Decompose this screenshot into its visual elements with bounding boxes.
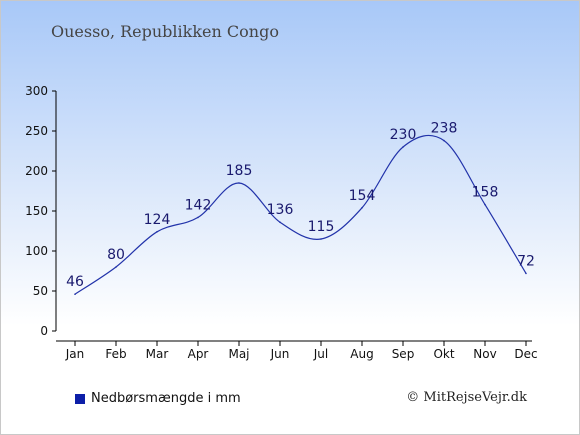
data-point xyxy=(238,182,240,184)
x-tick-label: Nov xyxy=(473,347,496,361)
data-label: 80 xyxy=(107,247,125,263)
legend: Nedbørsmængde i mm xyxy=(75,391,241,406)
data-label: 230 xyxy=(390,127,417,143)
x-tick-label: Jul xyxy=(313,347,328,361)
y-tick-label: 0 xyxy=(40,324,48,338)
data-label: 185 xyxy=(226,163,253,179)
chart-title: Ouesso, Republikken Congo xyxy=(51,22,279,41)
x-tick-label: Aug xyxy=(350,347,373,361)
x-tick-label: Mar xyxy=(146,347,169,361)
data-point xyxy=(484,203,486,206)
data-label: 46 xyxy=(66,274,84,290)
data-point xyxy=(279,221,281,223)
y-tick-label: 100 xyxy=(25,244,48,258)
data-point xyxy=(443,139,445,142)
y-tick-label: 50 xyxy=(33,284,48,298)
data-point xyxy=(320,238,322,240)
data-point xyxy=(361,207,363,209)
x-tick-label: Okt xyxy=(433,347,454,361)
data-point xyxy=(197,216,199,219)
credit-text: © MitRejseVejr.dk xyxy=(406,390,527,405)
x-tick-label: Feb xyxy=(105,347,126,361)
data-label: 115 xyxy=(308,219,335,235)
x-tick-label: Jan xyxy=(65,347,85,361)
legend-label: Nedbørsmængde i mm xyxy=(91,391,241,406)
data-label: 142 xyxy=(185,197,212,213)
data-label: 124 xyxy=(144,212,171,228)
x-tick-label: Dec xyxy=(514,347,537,361)
x-tick-label: Jun xyxy=(270,347,290,361)
data-point xyxy=(402,146,404,148)
data-label: 136 xyxy=(267,202,294,218)
y-tick-label: 200 xyxy=(25,164,48,178)
data-label: 154 xyxy=(349,188,376,204)
data-label: 158 xyxy=(472,185,499,201)
data-label: 72 xyxy=(517,253,535,269)
x-tick-label: Apr xyxy=(188,347,209,361)
data-point xyxy=(115,266,117,268)
y-tick-label: 250 xyxy=(25,124,48,138)
y-tick-label: 150 xyxy=(25,204,48,218)
legend-swatch xyxy=(75,393,85,404)
series-line xyxy=(74,134,527,295)
data-point xyxy=(156,231,158,233)
data-point xyxy=(525,272,527,275)
data-label: 238 xyxy=(431,121,458,137)
data-point xyxy=(74,293,76,296)
y-tick-label: 300 xyxy=(25,84,48,98)
x-tick-label: Maj xyxy=(228,347,249,361)
x-tick-label: Sep xyxy=(392,347,415,361)
